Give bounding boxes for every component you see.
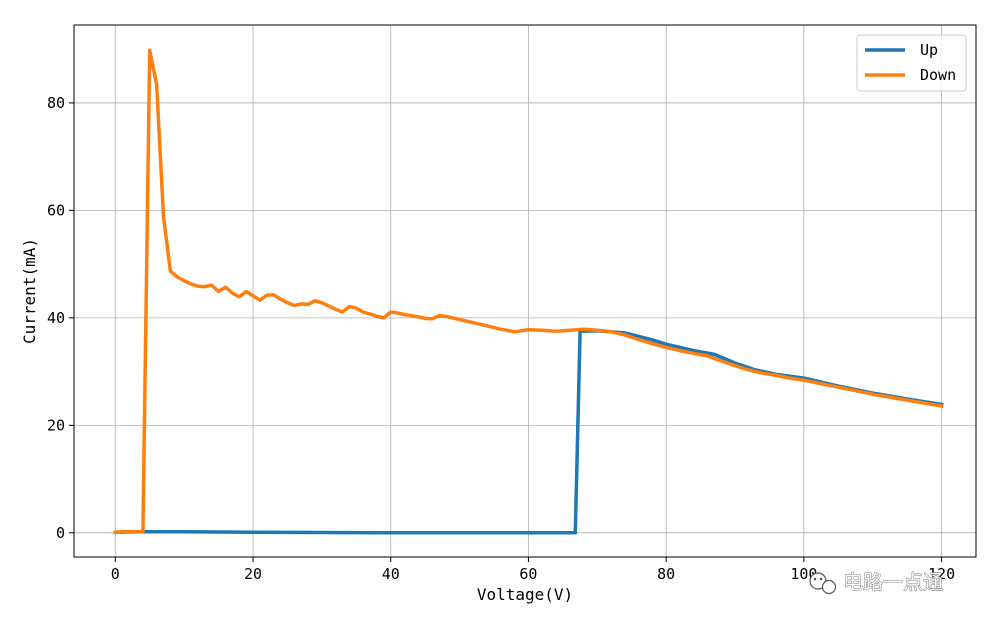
watermark: 电路一点通 [809,570,943,595]
y-tick-label: 80 [47,94,65,112]
plot-frame [73,24,977,558]
x-tick-label: 60 [519,565,537,583]
y-tick-label: 20 [47,416,65,434]
legend-label-up: Up [920,41,938,59]
x-tick-label: 120 [928,565,955,583]
y-tick-label: 40 [47,309,65,327]
x-tick-label: 80 [657,565,675,583]
y-axis-label: Current(mA) [20,238,39,344]
series-group [113,48,944,535]
watermark-text: 电路一点通 [843,570,943,594]
legend: Up Down [856,34,967,92]
y-tick-label: 60 [47,201,65,219]
x-axis-label: Voltage(V) [477,585,573,604]
wechat-icon [809,572,837,595]
x-tick-label: 40 [382,565,400,583]
series-line-up [113,329,944,535]
x-tick-label: 20 [244,565,262,583]
series-line-down [113,48,944,535]
x-tick-label: 0 [111,565,120,583]
y-tick-label: 0 [56,524,65,542]
legend-label-down: Down [920,66,956,84]
